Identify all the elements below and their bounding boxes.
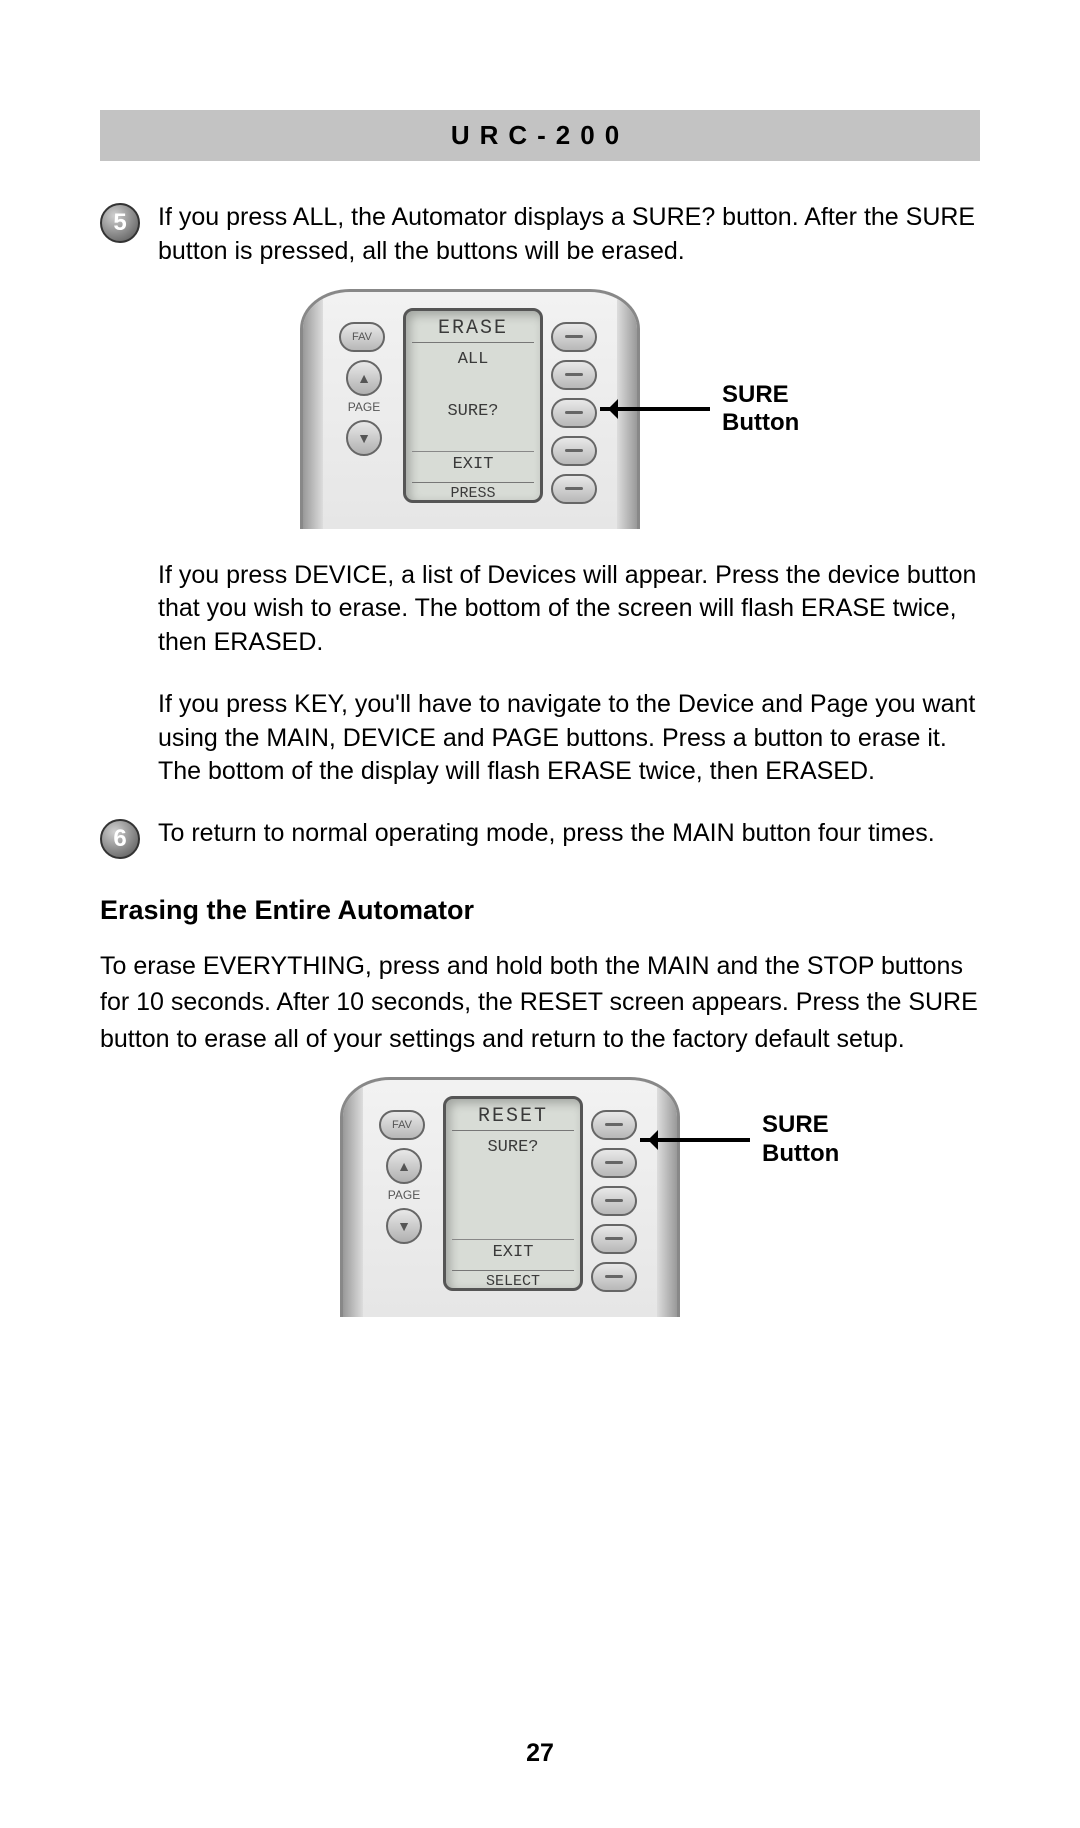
remote-left-column: FAV ▲ PAGE ▼ [339, 322, 389, 460]
remote-figure-erase: FAV ▲ PAGE ▼ ERASE ALL SURE? EXIT PRESS … [300, 289, 820, 529]
step-5-text: If you press ALL, the Automator displays… [158, 201, 980, 269]
lcd-footer: SELECT [452, 1270, 574, 1290]
lcd-row-4 [406, 425, 540, 451]
fav-label: FAV [352, 331, 372, 343]
lcd-row-1: ALL [406, 347, 540, 373]
page-up-button: ▲ [386, 1148, 422, 1184]
dash-icon [565, 411, 583, 414]
lcd-row-5: EXIT [406, 452, 540, 478]
page-header-bar: URC-200 [100, 110, 980, 161]
step-badge-5: 5 [100, 203, 140, 243]
dash-icon [605, 1199, 623, 1202]
header-title: URC-200 [451, 120, 629, 150]
soft-button-3-sure [551, 398, 597, 428]
lcd-footer: PRESS [412, 482, 534, 502]
remote-right-column [551, 322, 601, 512]
lcd-row-2 [446, 1161, 580, 1187]
step-badge-6: 6 [100, 819, 140, 859]
dash-icon [565, 373, 583, 376]
sure-callout: SURE Button [600, 381, 799, 439]
page-number: 27 [0, 1739, 1080, 1768]
callout-label: SURE Button [762, 1111, 839, 1169]
paragraph-key: If you press KEY, you'll have to navigat… [158, 688, 980, 789]
arrow-icon [600, 407, 710, 411]
soft-button-3 [591, 1186, 637, 1216]
sure-callout: SURE Button [640, 1111, 839, 1169]
callout-line2: Button [762, 1140, 839, 1167]
fav-label: FAV [392, 1119, 412, 1131]
remote-left-column: FAV ▲ PAGE ▼ [379, 1110, 429, 1248]
soft-button-2 [551, 360, 597, 390]
fav-button: FAV [379, 1110, 425, 1140]
lcd-screen: RESET SURE? EXIT SELECT [443, 1096, 583, 1291]
lcd-title: RESET [452, 1105, 574, 1131]
lcd-row-3 [446, 1187, 580, 1213]
dash-icon [565, 449, 583, 452]
paragraph-device: If you press DEVICE, a list of Devices w… [158, 559, 980, 660]
soft-button-1-sure [591, 1110, 637, 1140]
page-label: PAGE [339, 400, 389, 414]
page-up-button: ▲ [346, 360, 382, 396]
page-down-button: ▼ [386, 1208, 422, 1244]
step-number: 6 [113, 825, 126, 853]
soft-button-1 [551, 322, 597, 352]
paragraph-reset: To erase EVERYTHING, press and hold both… [100, 948, 980, 1057]
page-down-button: ▼ [346, 420, 382, 456]
soft-button-5 [591, 1262, 637, 1292]
lcd-row-2 [406, 373, 540, 399]
dash-icon [605, 1275, 623, 1278]
page-label: PAGE [379, 1188, 429, 1202]
lcd-title: ERASE [412, 317, 534, 343]
step-5: 5 If you press ALL, the Automator displa… [100, 201, 980, 269]
callout-line2: Button [722, 409, 799, 436]
soft-button-4 [551, 436, 597, 466]
remote-shade-left [343, 1080, 363, 1317]
remote-figure-reset: FAV ▲ PAGE ▼ RESET SURE? EXIT SELECT SUR… [340, 1077, 860, 1317]
lcd-screen: ERASE ALL SURE? EXIT PRESS [403, 308, 543, 503]
lcd-row-3: SURE? [406, 399, 540, 425]
lcd-row-5: EXIT [446, 1240, 580, 1266]
dash-icon [605, 1123, 623, 1126]
dash-icon [565, 335, 583, 338]
fav-button: FAV [339, 322, 385, 352]
dash-icon [605, 1237, 623, 1240]
lcd-row-1: SURE? [446, 1135, 580, 1161]
callout-line1: SURE [722, 381, 789, 408]
callout-label: SURE Button [722, 381, 799, 439]
remote-shade-left [303, 292, 323, 529]
soft-button-5 [551, 474, 597, 504]
step-number: 5 [113, 209, 126, 237]
step-6-text: To return to normal operating mode, pres… [158, 817, 980, 851]
remote-right-column [591, 1110, 641, 1300]
soft-button-2 [591, 1148, 637, 1178]
callout-line1: SURE [762, 1111, 829, 1138]
remote-body: FAV ▲ PAGE ▼ ERASE ALL SURE? EXIT PRESS [300, 289, 640, 529]
dash-icon [565, 487, 583, 490]
soft-button-4 [591, 1224, 637, 1254]
lcd-row-4 [446, 1213, 580, 1239]
remote-body: FAV ▲ PAGE ▼ RESET SURE? EXIT SELECT [340, 1077, 680, 1317]
section-heading-erase-entire: Erasing the Entire Automator [100, 895, 980, 926]
step-6: 6 To return to normal operating mode, pr… [100, 817, 980, 859]
arrow-icon [640, 1138, 750, 1142]
dash-icon [605, 1161, 623, 1164]
